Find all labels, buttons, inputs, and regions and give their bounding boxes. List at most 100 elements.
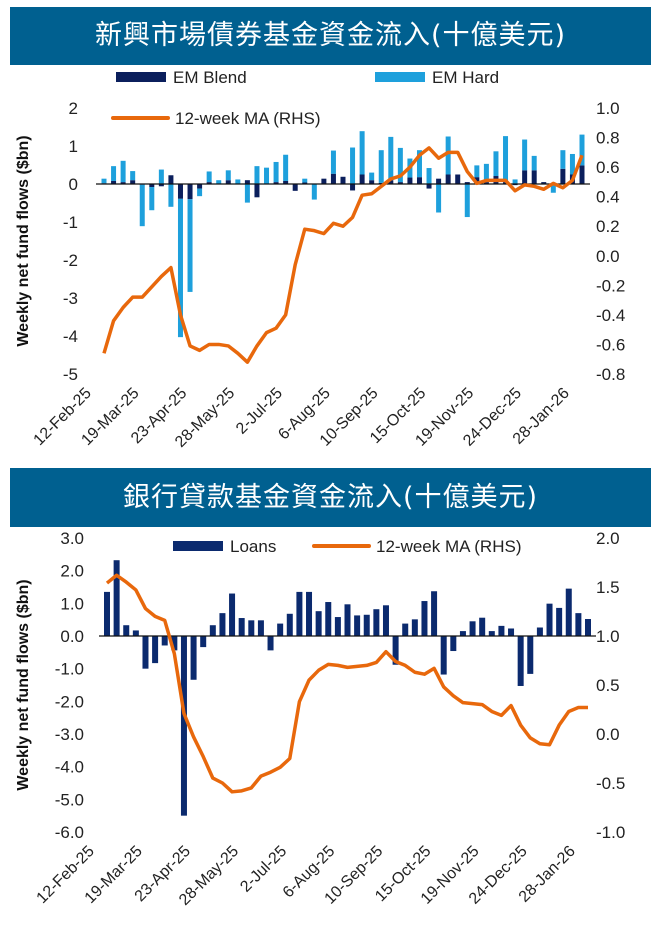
bar-em-blend	[397, 182, 403, 184]
y-tick-label: 2.0	[60, 562, 84, 581]
bar-loans	[431, 591, 438, 636]
bar-em-hard	[397, 147, 403, 183]
bar-em-blend	[321, 178, 327, 184]
bar-em-hard	[225, 170, 231, 181]
bar-em-hard	[149, 187, 155, 211]
y-tick-label: -4	[63, 327, 78, 346]
y-tick-label: -2	[63, 251, 78, 270]
bar-em-blend	[130, 180, 136, 184]
bar-loans	[219, 613, 226, 636]
legend-swatch	[173, 541, 223, 551]
bar-em-hard	[569, 153, 575, 175]
bar-em-blend	[302, 182, 308, 184]
bar-loans	[440, 636, 447, 675]
bar-loans	[585, 619, 591, 636]
y2-tick-label: 0.4	[596, 188, 620, 207]
bar-loans	[488, 631, 495, 636]
y2-tick-label: 0.2	[596, 217, 620, 236]
bar-em-blend	[531, 170, 537, 184]
bar-em-hard	[302, 178, 308, 183]
legend-label: Loans	[230, 537, 276, 556]
bar-loans	[421, 601, 428, 636]
bar-loans	[344, 604, 351, 636]
bar-em-blend	[483, 182, 489, 184]
bar-em-blend	[149, 184, 155, 188]
bar-em-hard	[493, 151, 499, 177]
y2-tick-label: -0.6	[596, 335, 625, 354]
y-tick-label: 1	[69, 137, 78, 156]
bar-em-blend	[225, 180, 231, 184]
bar-loans	[296, 591, 303, 636]
bar-em-hard	[531, 155, 537, 171]
bar-em-blend	[177, 184, 183, 199]
bar-loans	[556, 607, 563, 636]
bar-em-hard	[130, 171, 136, 181]
bar-loans	[334, 617, 341, 636]
legend-label: 12-week MA (RHS)	[376, 537, 521, 556]
bar-loans	[354, 615, 361, 636]
chart-1-title: 新興市場債券基金資金流入(十億美元)	[10, 7, 651, 65]
bar-loans	[152, 636, 159, 664]
y2-tick-label: -0.4	[596, 306, 625, 325]
y-tick-label: -1.0	[55, 660, 84, 679]
y2-tick-label: -0.2	[596, 276, 625, 295]
bar-em-hard	[197, 188, 203, 197]
bar-em-blend	[254, 184, 260, 198]
bar-loans	[325, 602, 332, 636]
bar-loans	[450, 636, 457, 652]
bar-em-hard	[206, 171, 212, 183]
bar-loans	[190, 636, 197, 680]
bar-em-blend	[359, 174, 365, 184]
bar-loans	[508, 628, 515, 636]
bar-em-blend	[541, 182, 547, 184]
y2-tick-label: -0.5	[596, 774, 625, 793]
bar-em-hard	[139, 184, 145, 227]
bar-loans	[104, 591, 110, 636]
bar-em-blend	[579, 165, 585, 184]
y2-tick-label: -0.8	[596, 365, 625, 384]
bar-em-blend	[560, 168, 566, 184]
y2-tick-label: 1.5	[596, 578, 620, 597]
bar-loans	[132, 630, 139, 636]
bar-em-blend	[474, 177, 480, 184]
bar-loans	[479, 617, 486, 636]
bar-em-hard	[579, 134, 585, 166]
y-axis-title: Weekly net fund flows ($bn)	[15, 135, 32, 346]
y2-tick-label: 0.0	[596, 247, 620, 266]
bar-em-blend	[350, 184, 356, 191]
bar-loans	[257, 620, 264, 636]
bar-loans	[469, 621, 476, 636]
bar-loans	[238, 618, 245, 636]
bar-loans	[392, 636, 399, 665]
bar-em-hard	[388, 136, 394, 181]
bar-loans	[546, 603, 553, 636]
bar-em-hard	[483, 163, 489, 183]
bar-em-hard	[474, 165, 480, 178]
y2-tick-label: 0.8	[596, 129, 620, 148]
y-axis-title: Weekly net fund flows ($bn)	[15, 579, 32, 790]
bar-em-blend	[464, 182, 470, 184]
y2-tick-label: 0.0	[596, 725, 620, 744]
bar-loans	[286, 613, 293, 636]
bar-loans	[171, 636, 178, 651]
bar-em-blend	[445, 174, 451, 184]
bar-em-blend	[330, 173, 336, 184]
bar-loans	[123, 625, 130, 636]
bar-em-hard	[273, 161, 279, 183]
bar-loans	[200, 636, 207, 648]
bar-em-blend	[407, 177, 413, 184]
bar-loans	[373, 609, 380, 636]
y-tick-label: -5.0	[55, 790, 84, 809]
bar-loans	[565, 588, 572, 636]
bar-em-hard	[177, 198, 183, 338]
bar-loans	[536, 627, 543, 636]
y-tick-label: -3	[63, 289, 78, 308]
bar-em-blend	[206, 182, 212, 184]
y-tick-label: -6.0	[55, 823, 84, 842]
y-tick-label: 2	[69, 99, 78, 118]
bar-em-blend	[120, 182, 126, 184]
bar-em-blend	[158, 184, 164, 187]
legend-label: 12-week MA (RHS)	[175, 109, 320, 128]
y-tick-label: 1.0	[60, 594, 84, 613]
